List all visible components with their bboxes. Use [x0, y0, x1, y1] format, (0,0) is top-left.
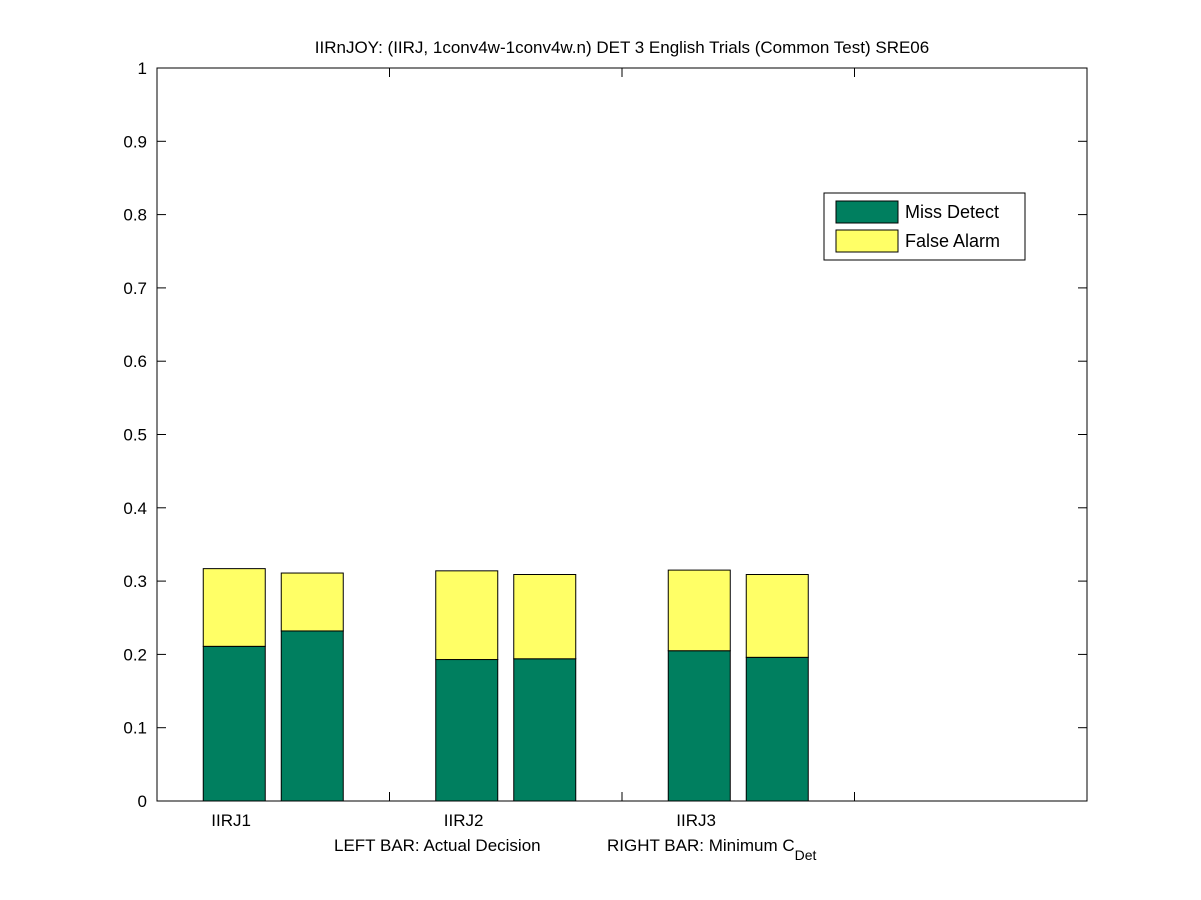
axes: 0 0.1 0.2 0.3 0.4 0.5 0.6 0.7 0.8 0.9 1 IIRJ1 IIRJ2 I… — [123, 59, 1088, 830]
x-axis-label-right-text: RIGHT BAR: Minimum C — [607, 836, 795, 855]
y-tick-label: 1 — [138, 59, 147, 78]
legend-swatch-false-alarm — [835, 229, 899, 253]
y-tick-label: 0.1 — [123, 719, 147, 738]
x-group-label: IIRJ3 — [676, 811, 716, 830]
x-axis-label-right-subscript: Det — [795, 847, 817, 863]
y-tick-label: 0 — [138, 792, 147, 811]
y-tick-label: 0.8 — [123, 206, 147, 225]
y-tick-label: 0.9 — [123, 132, 147, 151]
bar-iirj2-actual-false-alarm — [435, 570, 499, 661]
bar-iirj1-actual-miss-detect — [202, 645, 266, 802]
plot-area — [157, 68, 1087, 802]
y-tick-label: 0.6 — [123, 352, 147, 371]
bar-iirj2-actual-miss-detect — [435, 659, 499, 802]
x-group-label: IIRJ1 — [211, 811, 251, 830]
y-tick-label: 0.5 — [123, 426, 147, 445]
bar-iirj2-minimum-miss-detect — [513, 658, 577, 802]
x-group-label: IIRJ2 — [444, 811, 484, 830]
bar-iirj1-actual-false-alarm — [202, 568, 266, 647]
y-tick-label: 0.4 — [123, 499, 147, 518]
bar-iirj1-minimum-false-alarm — [280, 572, 344, 632]
legend-label-miss-detect: Miss Detect — [905, 202, 999, 222]
bar-iirj3-minimum-miss-detect — [745, 656, 809, 802]
chart-title: IIRnJOY: (IIRJ, 1conv4w-1conv4w.n) DET 3… — [315, 38, 929, 57]
y-tick-label: 0.7 — [123, 279, 147, 298]
legend-swatch-miss-detect — [835, 200, 899, 224]
bar-iirj2-minimum-false-alarm — [513, 574, 577, 660]
bar-iirj3-actual-miss-detect — [667, 650, 731, 802]
bar-iirj3-actual-false-alarm — [667, 569, 731, 652]
x-axis-label-right: RIGHT BAR: Minimum CDet — [607, 836, 817, 863]
bar-iirj3-minimum-false-alarm — [745, 574, 809, 658]
legend: Miss Detect False Alarm — [823, 192, 1026, 261]
x-axis-label-left: LEFT BAR: Actual Decision — [334, 836, 541, 855]
legend-label-false-alarm: False Alarm — [905, 231, 1000, 251]
y-tick-label: 0.3 — [123, 572, 147, 591]
bar-iirj1-minimum-miss-detect — [280, 630, 344, 802]
y-tick-label: 0.2 — [123, 645, 147, 664]
